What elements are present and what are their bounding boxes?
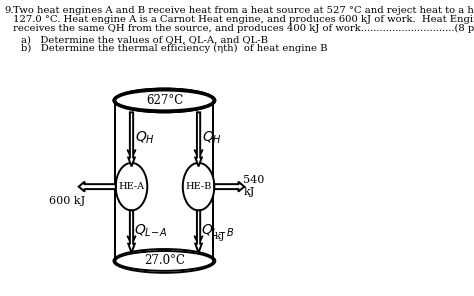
Text: 127.0 °C. Heat engine A is a Carnot Heat engine, and produces 600 kJ of work.  H: 127.0 °C. Heat engine A is a Carnot Heat… — [13, 15, 474, 24]
FancyArrow shape — [195, 112, 202, 166]
Text: b)   Determine the thermal efficiency (ηth)  of heat engine B: b) Determine the thermal efficiency (ηth… — [21, 44, 328, 53]
Text: kJ: kJ — [243, 186, 255, 197]
Circle shape — [183, 163, 214, 210]
Text: HE-B: HE-B — [185, 182, 212, 191]
Text: $Q_{L\!-\!B}$: $Q_{L\!-\!B}$ — [201, 223, 234, 239]
Text: 627°C: 627°C — [146, 94, 183, 107]
Text: 600 kJ: 600 kJ — [49, 195, 85, 205]
FancyArrow shape — [195, 210, 202, 252]
FancyArrow shape — [79, 182, 116, 192]
Ellipse shape — [114, 89, 215, 112]
FancyArrow shape — [128, 210, 135, 252]
Text: 9.: 9. — [5, 6, 14, 15]
Text: HE-A: HE-A — [118, 182, 145, 191]
Text: $Q_H$: $Q_H$ — [135, 130, 155, 146]
Circle shape — [116, 163, 147, 210]
Text: 27.0°C: 27.0°C — [144, 255, 185, 267]
FancyArrow shape — [128, 112, 135, 166]
Text: $Q_H$: $Q_H$ — [202, 130, 222, 146]
Text: $Q_{L\!-\!A}$: $Q_{L\!-\!A}$ — [134, 223, 167, 239]
Text: Two heat engines A and B receive heat from a heat source at 527 °C and reject he: Two heat engines A and B receive heat fr… — [13, 6, 474, 15]
Text: kJ: kJ — [214, 232, 225, 241]
Text: a)   Determine the values of QH, QL-A, and QL-B: a) Determine the values of QH, QL-A, and… — [21, 35, 268, 44]
Text: 540: 540 — [243, 175, 264, 185]
Text: receives the same QH from the source, and produces 400 kJ of work...............: receives the same QH from the source, an… — [13, 24, 474, 33]
FancyArrow shape — [214, 182, 244, 192]
